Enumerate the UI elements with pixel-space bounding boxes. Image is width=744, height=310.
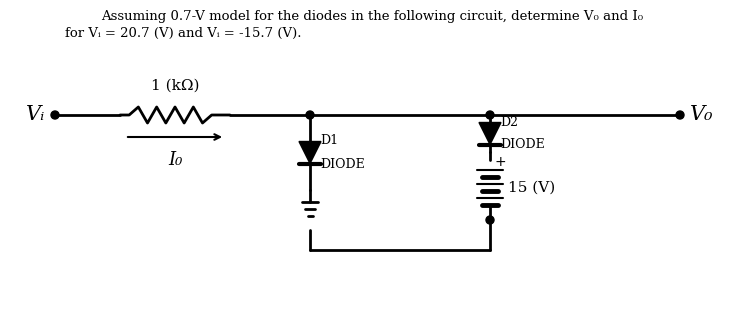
Circle shape (51, 111, 59, 119)
Circle shape (306, 111, 314, 119)
Text: Assuming 0.7-V model for the diodes in the following circuit, determine V₀ and I: Assuming 0.7-V model for the diodes in t… (101, 10, 643, 23)
Text: 1 (kΩ): 1 (kΩ) (151, 79, 199, 93)
Text: DIODE: DIODE (500, 139, 545, 152)
Circle shape (676, 111, 684, 119)
Text: I₀: I₀ (168, 151, 182, 169)
Polygon shape (299, 141, 321, 163)
Text: +: + (495, 155, 507, 169)
Text: D1: D1 (320, 135, 338, 148)
Text: V₀: V₀ (690, 105, 713, 125)
Circle shape (486, 216, 494, 224)
Text: 15 (V): 15 (V) (508, 180, 555, 194)
Text: for Vᵢ = 20.7 (V) and Vᵢ = -15.7 (V).: for Vᵢ = 20.7 (V) and Vᵢ = -15.7 (V). (65, 27, 301, 40)
Text: DIODE: DIODE (320, 157, 365, 170)
Circle shape (486, 111, 494, 119)
Text: D2: D2 (500, 116, 518, 129)
Polygon shape (479, 122, 501, 144)
Text: Vᵢ: Vᵢ (25, 105, 45, 125)
